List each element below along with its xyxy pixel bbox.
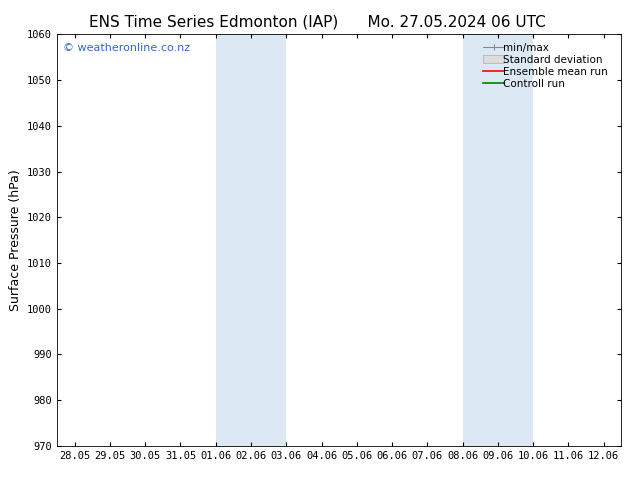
- Bar: [463, 34, 533, 446]
- Text: ENS Time Series Edmonton (IAP)      Mo. 27.05.2024 06 UTC: ENS Time Series Edmonton (IAP) Mo. 27.05…: [89, 15, 545, 30]
- Text: © weatheronline.co.nz: © weatheronline.co.nz: [63, 43, 190, 52]
- Legend: min/max, Standard deviation, Ensemble mean run, Controll run: min/max, Standard deviation, Ensemble me…: [480, 40, 616, 92]
- Bar: [216, 34, 287, 446]
- Y-axis label: Surface Pressure (hPa): Surface Pressure (hPa): [9, 169, 22, 311]
